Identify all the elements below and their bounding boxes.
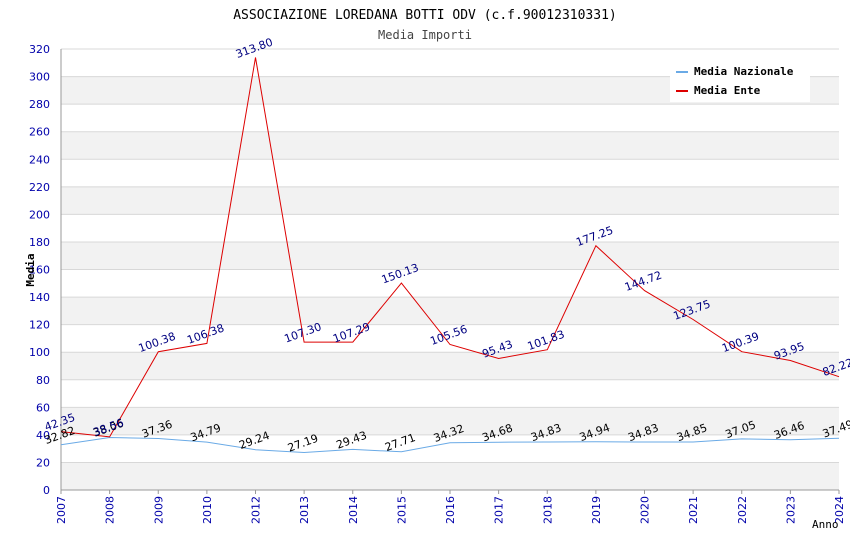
- data-label: 313.80: [234, 36, 275, 61]
- y-tick-label: 180: [29, 236, 50, 249]
- x-tick-label: 2013: [298, 496, 311, 524]
- band: [61, 462, 839, 490]
- data-label: 101.83: [526, 328, 567, 353]
- y-tick-label: 200: [29, 208, 50, 221]
- y-tick-label: 60: [36, 401, 50, 414]
- x-tick-label: 2018: [541, 496, 554, 524]
- data-label: 105.56: [428, 323, 469, 348]
- x-tick-label: 2024: [833, 496, 846, 524]
- y-tick-label: 320: [29, 43, 50, 56]
- y-tick-label: 240: [29, 153, 50, 166]
- x-tick-label: 2016: [444, 496, 457, 524]
- legend-box: [670, 60, 810, 102]
- y-tick-label: 100: [29, 346, 50, 359]
- x-axis-label: Anno: [812, 518, 839, 531]
- data-label: 100.38: [137, 330, 178, 355]
- x-tick-label: 2009: [152, 496, 165, 524]
- series-line-media-ente: [60, 57, 840, 438]
- band: [61, 241, 839, 270]
- x-tick-label: 2014: [347, 496, 360, 524]
- band: [61, 352, 839, 380]
- x-tick-label: 2023: [784, 496, 797, 524]
- series-lines: [60, 57, 840, 454]
- band: [61, 131, 839, 160]
- y-tick-label: 120: [29, 319, 50, 332]
- x-tick-label: 2020: [639, 496, 652, 524]
- band: [61, 407, 839, 435]
- y-tick-label: 280: [29, 98, 50, 111]
- band: [61, 186, 839, 215]
- legend: Media Nazionale Media Ente: [670, 60, 810, 102]
- y-axis-ticks: 0 20 40 60 80 100 120 140 160 180 200 220 240 260 280 3…: [29, 43, 50, 497]
- chart-subtitle: Media Importi: [378, 28, 472, 42]
- x-tick-label: 2010: [201, 496, 214, 524]
- series-line-media-nazionale: [60, 436, 840, 454]
- x-tick-label: 2019: [590, 496, 603, 524]
- x-axis-ticks: 2007 2008 2009 2010 2012 2013 2014 2015 2016 2017…: [55, 490, 846, 524]
- x-tick-label: 2012: [250, 496, 263, 524]
- y-tick-label: 20: [36, 456, 50, 469]
- x-tick-label: 2022: [736, 496, 749, 524]
- y-tick-label: 220: [29, 181, 50, 194]
- y-tick-label: 80: [36, 374, 50, 387]
- y-tick-label: 260: [29, 126, 50, 139]
- chart-title: ASSOCIAZIONE LOREDANA BOTTI ODV (c.f.900…: [233, 8, 617, 23]
- background-bands: [61, 76, 839, 490]
- x-tick-label: 2017: [493, 496, 506, 524]
- y-tick-label: 300: [29, 71, 50, 84]
- x-tick-label: 2015: [395, 496, 408, 524]
- band: [61, 297, 839, 325]
- y-tick-label: 0: [43, 484, 50, 497]
- data-label: 106.38: [185, 321, 226, 346]
- x-tick-label: 2007: [55, 496, 68, 524]
- legend-label-media-ente: Media Ente: [694, 84, 761, 97]
- y-axis-label: Media: [24, 253, 37, 286]
- x-tick-label: 2021: [687, 496, 700, 524]
- y-tick-label: 40: [36, 429, 50, 442]
- y-tick-label: 140: [29, 291, 50, 304]
- y-tick-label: 160: [29, 264, 50, 277]
- x-tick-label: 2008: [104, 496, 117, 524]
- legend-label-media-nazionale: Media Nazionale: [694, 65, 794, 78]
